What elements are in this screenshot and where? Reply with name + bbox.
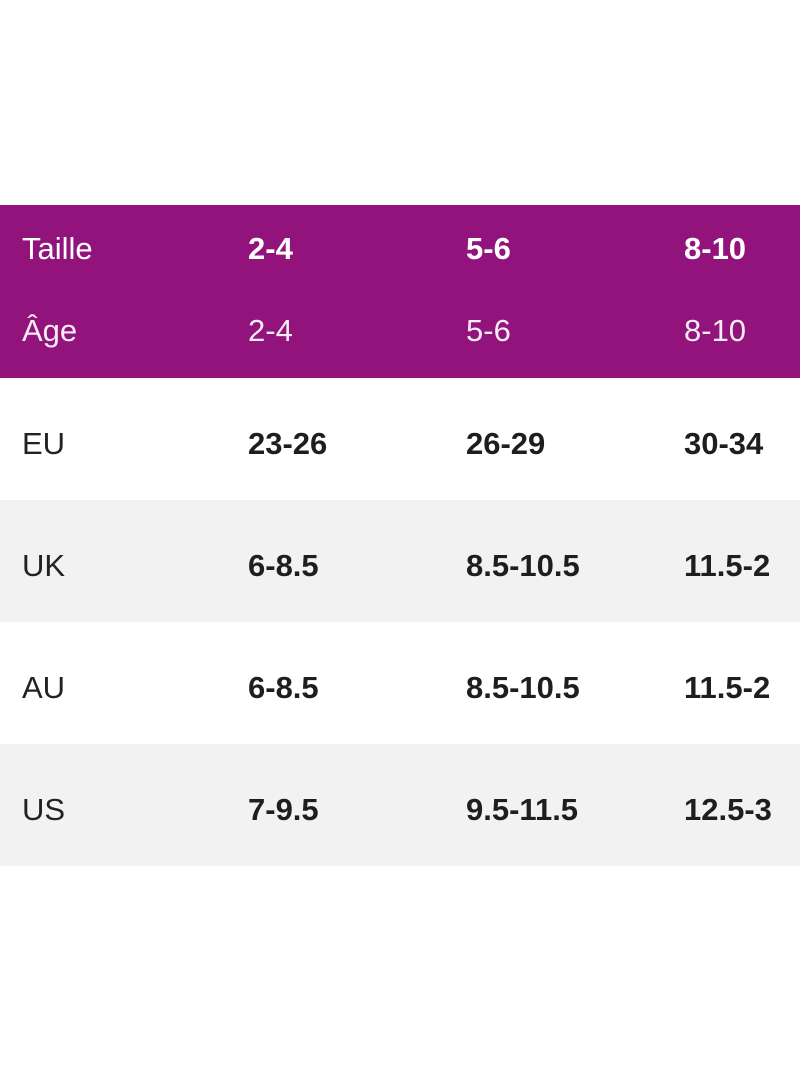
table-cell: 9.5-11.5: [466, 792, 579, 827]
table-cell: 26-29: [466, 426, 546, 461]
header-size-5-6: 5-6: [466, 231, 511, 266]
header-label-taille: Taille: [22, 231, 93, 266]
table-cell: 30-34: [684, 426, 764, 461]
table-cell: 23-26: [248, 426, 328, 461]
header-age-8-10: 8-10: [684, 313, 747, 348]
header-size-2-4: 2-4: [248, 231, 293, 266]
header-row-age: Âge 2-4 5-6 8-10: [0, 311, 800, 351]
table-cell: 11.5-2: [684, 548, 771, 583]
row-label: UK: [22, 548, 66, 583]
row-label: AU: [22, 670, 66, 705]
table-cell: 7-9.5: [248, 792, 319, 827]
header-row-taille: Taille 2-4 5-6 8-10: [0, 229, 800, 269]
header-age-2-4: 2-4: [248, 313, 293, 348]
table-row-eu: EU 23-26 26-29 30-34: [0, 378, 800, 500]
table-row-au: AU 6-8.5 8.5-10.5 11.5-2: [0, 622, 800, 744]
table-cell: 6-8.5: [248, 670, 319, 705]
table-cell: 11.5-2: [684, 670, 771, 705]
row-label: US: [22, 792, 66, 827]
table-cell: 12.5-3: [684, 792, 772, 827]
table-header: Taille 2-4 5-6 8-10 Âge 2-4 5-6 8-10: [0, 205, 800, 378]
header-age-5-6: 5-6: [466, 313, 511, 348]
table-cell: 8.5-10.5: [466, 670, 580, 705]
table-row-us: US 7-9.5 9.5-11.5 12.5-3: [0, 744, 800, 866]
header-size-8-10: 8-10: [684, 231, 747, 266]
table-cell: 6-8.5: [248, 548, 319, 583]
size-chart-table: Taille 2-4 5-6 8-10 Âge 2-4 5-6 8-10 EU …: [0, 205, 800, 866]
row-label: EU: [22, 426, 66, 461]
table-cell: 8.5-10.5: [466, 548, 580, 583]
table-row-uk: UK 6-8.5 8.5-10.5 11.5-2: [0, 500, 800, 622]
header-label-age: Âge: [22, 313, 78, 348]
